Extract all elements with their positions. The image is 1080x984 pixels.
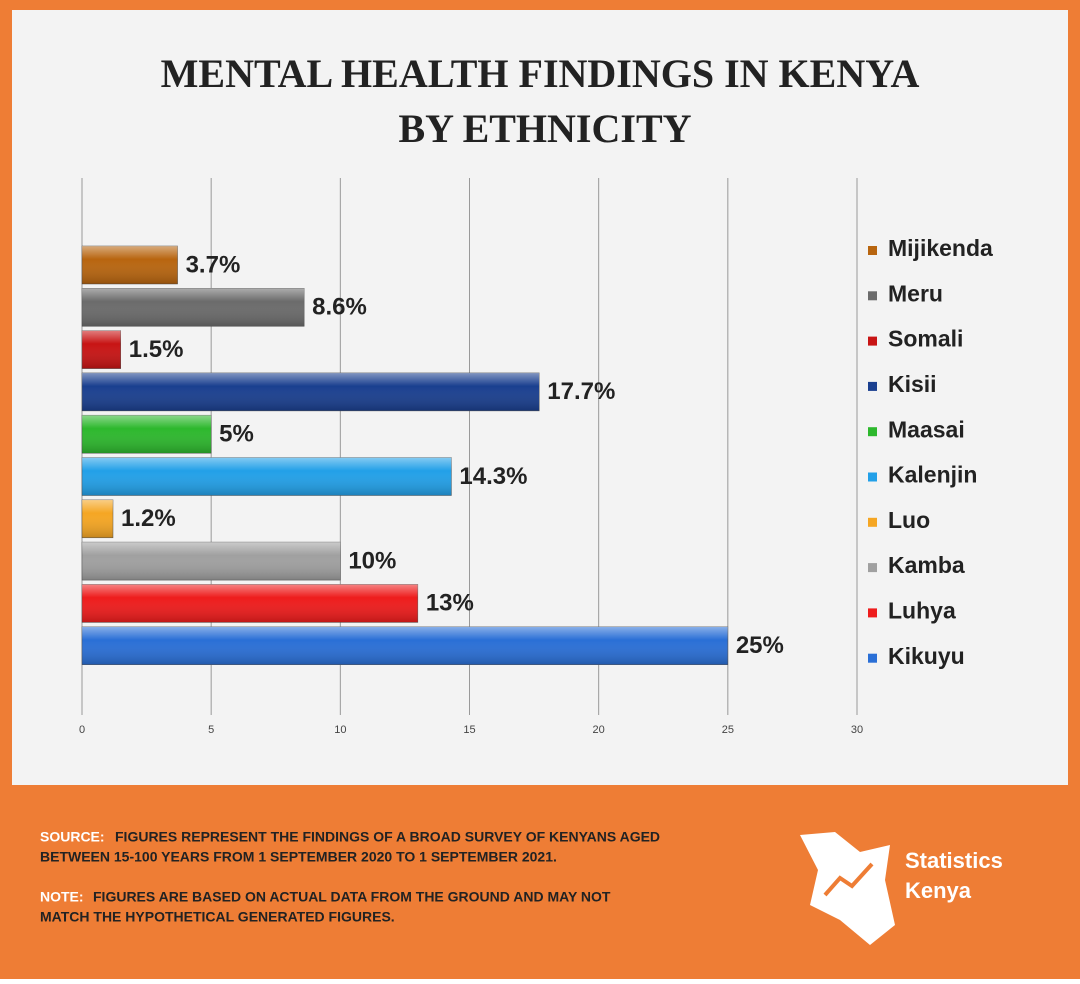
legend-swatch bbox=[868, 517, 877, 527]
x-tick-label: 30 bbox=[851, 724, 863, 736]
legend-swatch bbox=[868, 427, 877, 437]
value-label: 13% bbox=[426, 590, 474, 617]
legend-swatch bbox=[868, 563, 877, 573]
footer: SOURCE: FIGURES REPRESENT THE FINDINGS O… bbox=[40, 829, 1003, 945]
logo-text: Kenya bbox=[905, 878, 972, 903]
chart-title: MENTAL HEALTH FINDINGS IN KENYA bbox=[161, 51, 920, 96]
bar-shine bbox=[82, 626, 728, 665]
x-tick-label: 20 bbox=[593, 724, 605, 736]
legend-label: Kalenjin bbox=[888, 462, 977, 488]
x-tick-label: 15 bbox=[463, 724, 475, 736]
legend-swatch bbox=[868, 336, 877, 346]
legend-label: Kamba bbox=[888, 552, 965, 578]
note-text: FIGURES ARE BASED ON ACTUAL DATA FROM TH… bbox=[93, 889, 611, 905]
source-text: FIGURES REPRESENT THE FINDINGS OF A BROA… bbox=[115, 829, 660, 845]
bar-shine bbox=[82, 499, 113, 538]
legend-label: Mijikenda bbox=[888, 235, 993, 261]
legend-label: Luhya bbox=[888, 597, 956, 623]
value-label: 5% bbox=[219, 421, 254, 448]
bar-shine bbox=[82, 288, 305, 327]
legend-label: Meru bbox=[888, 280, 943, 306]
x-tick-label: 0 bbox=[79, 724, 85, 736]
kenya-map bbox=[800, 832, 895, 945]
bar-shine bbox=[82, 584, 418, 623]
value-label: 1.2% bbox=[121, 505, 176, 532]
legend-label: Kikuyu bbox=[888, 643, 965, 669]
value-label: 1.5% bbox=[129, 336, 184, 363]
x-tick-label: 5 bbox=[208, 724, 214, 736]
bar-shine bbox=[82, 330, 121, 369]
legend-swatch bbox=[868, 381, 877, 391]
bar-shine bbox=[82, 542, 341, 581]
legend-label: Luo bbox=[888, 507, 930, 533]
legend-swatch bbox=[868, 653, 877, 663]
legend-swatch bbox=[868, 291, 877, 301]
x-tick-label: 25 bbox=[722, 724, 734, 736]
logo-text: Statistics bbox=[905, 848, 1003, 873]
legend-label: Kisii bbox=[888, 371, 937, 397]
x-tick-label: 10 bbox=[334, 724, 346, 736]
value-label: 8.6% bbox=[312, 294, 367, 321]
bar-shine bbox=[82, 246, 178, 284]
bar-shine bbox=[82, 457, 452, 496]
value-label: 14.3% bbox=[459, 463, 527, 490]
legend-label: Maasai bbox=[888, 416, 965, 442]
legend-label: Somali bbox=[888, 326, 963, 352]
value-label: 10% bbox=[348, 547, 396, 574]
bar-shine bbox=[82, 372, 540, 411]
value-label: 25% bbox=[736, 632, 784, 659]
legend-swatch bbox=[868, 246, 877, 255]
bar-shine bbox=[82, 415, 212, 454]
source-text: BETWEEN 15-100 YEARS FROM 1 SEPTEMBER 20… bbox=[40, 849, 557, 865]
logo-line bbox=[823, 862, 874, 897]
source-label: SOURCE: bbox=[40, 829, 105, 845]
legend-swatch bbox=[868, 608, 877, 618]
note-label: NOTE: bbox=[40, 889, 84, 905]
value-label: 3.7% bbox=[186, 251, 241, 278]
chart-title: BY ETHNICITY bbox=[398, 106, 691, 151]
note-text: MATCH THE HYPOTHETICAL GENERATED FIGURES… bbox=[40, 909, 395, 925]
value-label: 17.7% bbox=[547, 378, 615, 405]
legend-swatch bbox=[868, 472, 877, 482]
